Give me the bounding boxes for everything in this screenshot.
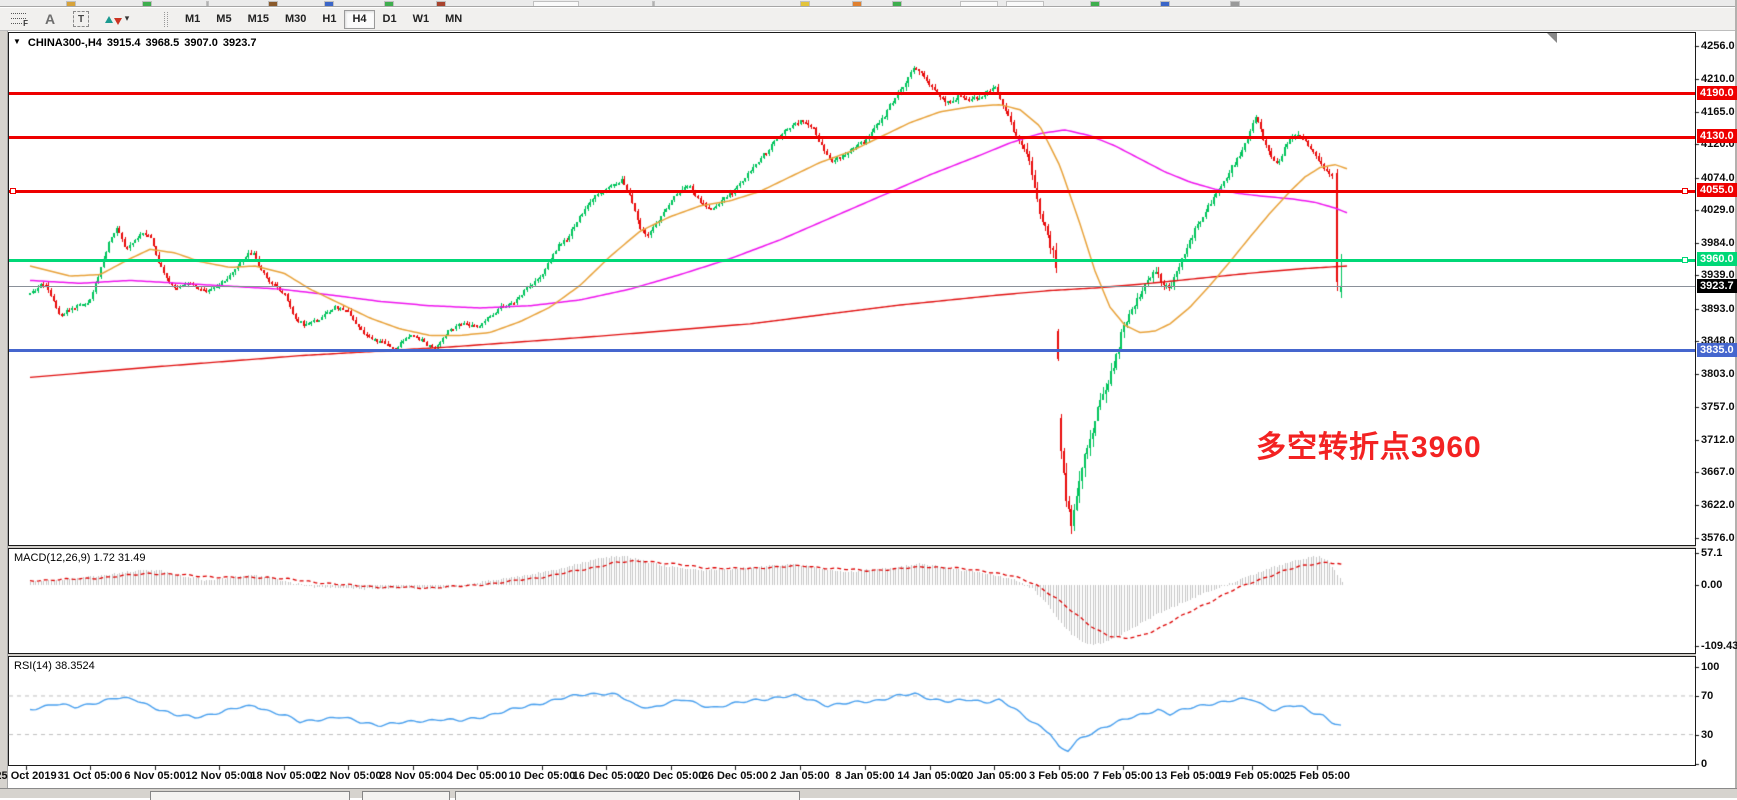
level-line-3835[interactable] <box>9 349 1695 353</box>
date-tick-label: 7 Feb 05:00 <box>1093 770 1153 782</box>
rsi-label: RSI(14) 38.3524 <box>14 660 95 672</box>
price-tick-label: 3667.0 <box>1701 466 1735 479</box>
date-tick-label: 12 Nov 05:00 <box>185 770 253 782</box>
open-value: 3915.4 <box>106 37 141 49</box>
date-tick-label: 20 Jan 05:00 <box>961 770 1027 782</box>
price-tick-label: 3712.0 <box>1701 433 1735 446</box>
level-badge-4130: 4130.0 <box>1697 129 1737 144</box>
current-price-line <box>9 286 1695 288</box>
symbol-timeframe: CHINA300-,H4 <box>27 37 102 49</box>
date-tick-label: 25 Feb 05:00 <box>1283 770 1351 782</box>
price-tick-label: 4074.0 <box>1701 171 1735 184</box>
date-tick-label: 8 Jan 05:00 <box>835 770 895 782</box>
macd-label: MACD(12,26,9) 1.72 31.49 <box>14 552 146 564</box>
date-tick-label: 2 Jan 05:00 <box>770 770 830 782</box>
level-anchor[interactable] <box>10 188 16 195</box>
date-tick-label: 31 Oct 05:00 <box>57 770 123 782</box>
level-badge-4055: 4055.0 <box>1697 183 1737 198</box>
level-line-4130[interactable] <box>9 135 1695 139</box>
level-badge-3835: 3835.0 <box>1697 342 1737 357</box>
date-tick-label: 25 Oct 2019 <box>0 770 57 782</box>
price-tick-label: 3622.0 <box>1701 498 1735 511</box>
date-tick-label: 13 Feb 05:00 <box>1154 770 1222 782</box>
date-tick-label: 20 Dec 05:00 <box>637 770 705 782</box>
chart-text-annotation[interactable]: 多空转折点3960 <box>1256 431 1482 464</box>
chart-shift-marker-icon[interactable] <box>1547 33 1557 43</box>
date-tick-label: 16 Dec 05:00 <box>572 770 640 782</box>
date-tick-label: 10 Dec 05:00 <box>508 770 576 782</box>
price-tick-label: 3893.0 <box>1701 302 1735 315</box>
level-line-3960[interactable] <box>9 258 1695 262</box>
level-badge-4190: 4190.0 <box>1697 85 1737 100</box>
price-tick-label: 3803.0 <box>1701 367 1735 380</box>
symbol-ohlc-header: ▼ CHINA300-,H4 3915.4 3968.5 3907.0 3923… <box>13 37 257 49</box>
date-tick-label: 6 Nov 05:00 <box>124 770 186 782</box>
low-value: 3907.0 <box>184 37 218 49</box>
price-tick-label: 4029.0 <box>1701 204 1735 217</box>
level-anchor[interactable] <box>1682 188 1688 195</box>
date-tick-label: 22 Nov 05:00 <box>314 770 382 782</box>
level-line-4055[interactable] <box>9 189 1695 193</box>
date-tick-label: 28 Nov 05:00 <box>379 770 447 782</box>
level-anchor[interactable] <box>1682 257 1688 264</box>
price-tick-label: 3576.0 <box>1701 532 1735 544</box>
date-tick-label: 14 Jan 05:00 <box>897 770 963 782</box>
date-tick-label: 18 Nov 05:00 <box>250 770 318 782</box>
rsi-tick-label: 0 <box>1701 757 1708 770</box>
macd-tick-label: 0.00 <box>1701 579 1723 591</box>
price-tick-label: 4165.0 <box>1701 105 1735 118</box>
close-value: 3923.7 <box>222 37 257 49</box>
date-tick-label: 26 Dec 05:00 <box>701 770 769 782</box>
date-tick-label: 4 Dec 05:00 <box>446 770 508 782</box>
price-tick-label: 3984.0 <box>1701 236 1735 249</box>
macd-tick-label: -109.43 <box>1701 640 1737 653</box>
symbol-dropdown-triangle-icon[interactable]: ▼ <box>13 37 21 46</box>
rsi-tick-label: 100 <box>1701 661 1720 673</box>
date-tick-label: 19 Feb 05:00 <box>1218 770 1286 782</box>
price-tick-label: 3939.0 <box>1701 269 1735 282</box>
rsi-tick-label: 70 <box>1701 689 1714 702</box>
current-price-badge: 3923.7 <box>1697 279 1737 294</box>
date-tick-label: 3 Feb 05:00 <box>1029 770 1089 782</box>
level-line-4190[interactable] <box>9 92 1695 96</box>
level-badge-3960: 3960.0 <box>1697 252 1737 267</box>
macd-tick-label: 57.1 <box>1701 547 1723 560</box>
price-tick-label: 3757.0 <box>1701 401 1735 414</box>
price-tick-label: 4256.0 <box>1701 40 1735 52</box>
rsi-tick-label: 30 <box>1701 728 1714 741</box>
high-value: 3968.5 <box>145 37 180 49</box>
price-tick-label: 4210.0 <box>1701 73 1735 86</box>
